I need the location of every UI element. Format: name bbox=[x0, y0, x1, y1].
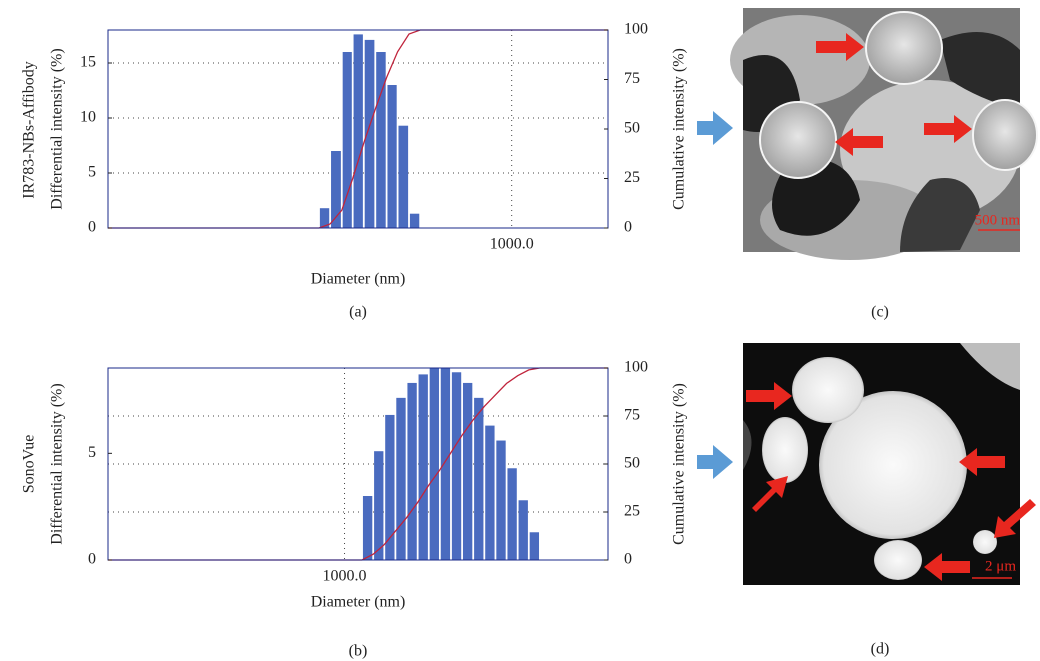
bar bbox=[396, 397, 406, 560]
y2-axis-label: Cumulative intensity (%) bbox=[671, 383, 688, 545]
bar bbox=[353, 34, 363, 229]
x-axis-label: Diameter (nm) bbox=[311, 271, 406, 288]
bar bbox=[364, 39, 375, 229]
y-tick-label: 5 bbox=[88, 444, 96, 461]
cumulative-line bbox=[108, 29, 608, 229]
y2-tick-label: 50 bbox=[624, 455, 640, 472]
bar bbox=[385, 414, 395, 560]
bar bbox=[518, 500, 528, 560]
bar bbox=[485, 425, 495, 560]
panel-label: (a) bbox=[349, 304, 367, 321]
y-tick-label: 0 bbox=[88, 219, 96, 236]
bar bbox=[440, 368, 451, 560]
y-tick-label: 15 bbox=[80, 54, 96, 71]
row-label: IR783-NBs-Affibody bbox=[21, 61, 38, 198]
bar bbox=[398, 125, 409, 228]
bar bbox=[376, 52, 386, 228]
bar bbox=[374, 451, 384, 560]
y2-tick-label: 75 bbox=[624, 70, 640, 87]
scale-bar-label: 500 nm bbox=[975, 212, 1021, 228]
y-tick-label: 0 bbox=[88, 551, 96, 568]
bar bbox=[319, 208, 330, 228]
blue-arrow bbox=[697, 111, 733, 145]
bar bbox=[407, 382, 417, 560]
bar bbox=[409, 213, 420, 228]
scale-bar-label: 2 μm bbox=[985, 558, 1016, 574]
panel-label: (c) bbox=[871, 304, 889, 321]
y2-tick-label: 25 bbox=[624, 169, 640, 186]
y2-tick-label: 50 bbox=[624, 120, 640, 137]
panel-label: (d) bbox=[871, 641, 890, 658]
bar bbox=[342, 52, 352, 228]
cumulative-line bbox=[108, 367, 608, 561]
y-axis-label: Differential intensity (%) bbox=[49, 383, 66, 544]
y2-tick-label: 100 bbox=[624, 21, 648, 38]
bar bbox=[362, 496, 373, 560]
bar bbox=[387, 85, 397, 228]
y2-tick-label: 0 bbox=[624, 551, 632, 568]
blue-arrow bbox=[697, 445, 733, 479]
y2-tick-label: 0 bbox=[624, 219, 632, 236]
micrograph-d: 2 μm bbox=[743, 343, 1036, 585]
y2-tick-label: 100 bbox=[624, 359, 648, 376]
bar bbox=[451, 372, 462, 560]
bar bbox=[462, 382, 473, 560]
y2-tick-label: 75 bbox=[624, 407, 640, 424]
panel-label: (b) bbox=[349, 643, 368, 660]
bar bbox=[331, 151, 341, 228]
y2-axis-label: Cumulative intensity (%) bbox=[671, 48, 688, 210]
y-tick-label: 5 bbox=[88, 164, 96, 181]
bar bbox=[496, 440, 506, 560]
y-axis-label: Differential intensity (%) bbox=[49, 48, 66, 209]
bar bbox=[474, 397, 484, 560]
x-tick-label: 1000.0 bbox=[323, 568, 367, 585]
micrograph-c: 500 nm bbox=[730, 8, 1038, 260]
bar bbox=[529, 532, 540, 560]
bar bbox=[507, 468, 517, 560]
y-tick-label: 10 bbox=[80, 109, 96, 126]
y2-tick-label: 25 bbox=[624, 503, 640, 520]
x-tick-label: 1000.0 bbox=[490, 236, 534, 253]
bar bbox=[429, 368, 439, 560]
row-label: SonoVue bbox=[21, 435, 38, 494]
x-axis-label: Diameter (nm) bbox=[311, 594, 406, 611]
bar bbox=[418, 374, 428, 560]
